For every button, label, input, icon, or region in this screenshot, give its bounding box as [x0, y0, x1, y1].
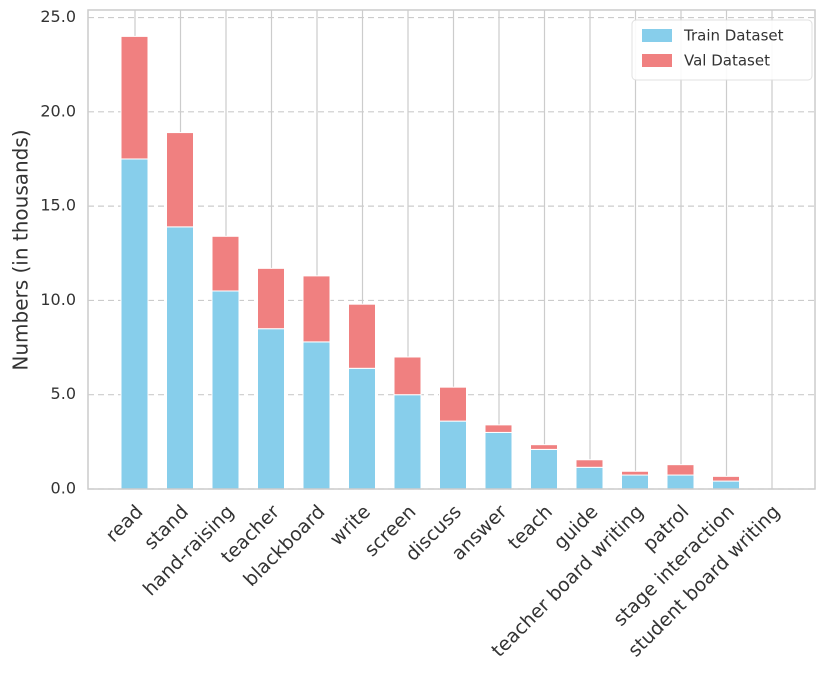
legend-label: Val Dataset	[684, 52, 770, 70]
bar	[120, 158, 149, 490]
bar	[712, 480, 740, 490]
bar	[712, 475, 740, 482]
bar	[211, 235, 240, 292]
plot-frame	[87, 9, 816, 490]
bar	[666, 464, 695, 476]
y-tick-label: 0.0	[51, 479, 76, 498]
y-tick-label: 20.0	[40, 101, 76, 120]
bar	[302, 275, 331, 343]
bar	[439, 420, 467, 490]
bar	[666, 474, 695, 490]
bar	[166, 132, 194, 228]
bar	[393, 394, 422, 490]
legend-box	[631, 19, 813, 81]
bar	[575, 459, 604, 468]
bar	[439, 386, 467, 422]
bar	[120, 35, 149, 160]
x-tick-label: teach	[504, 501, 557, 554]
legend-label: Train Dataset	[683, 27, 784, 45]
y-tick-label: 25.0	[40, 7, 76, 26]
bar	[621, 474, 649, 490]
bar	[484, 424, 513, 433]
bar	[393, 356, 422, 396]
y-tick-label: 10.0	[40, 290, 76, 309]
bar	[257, 328, 285, 490]
bar	[530, 444, 558, 450]
y-tick-label: 5.0	[51, 384, 76, 403]
bar	[621, 470, 649, 476]
y-tick-label: 15.0	[40, 196, 76, 215]
bar	[348, 303, 376, 369]
bar	[575, 466, 604, 490]
bar	[166, 226, 194, 490]
bar	[530, 448, 558, 490]
bar	[348, 367, 376, 490]
bar	[302, 341, 331, 490]
bar	[257, 267, 285, 330]
legend-swatch	[642, 54, 672, 67]
bar	[484, 431, 513, 490]
bar	[211, 290, 240, 490]
legend-swatch	[642, 29, 672, 42]
y-axis-label: Numbers (in thousands)	[9, 129, 33, 370]
